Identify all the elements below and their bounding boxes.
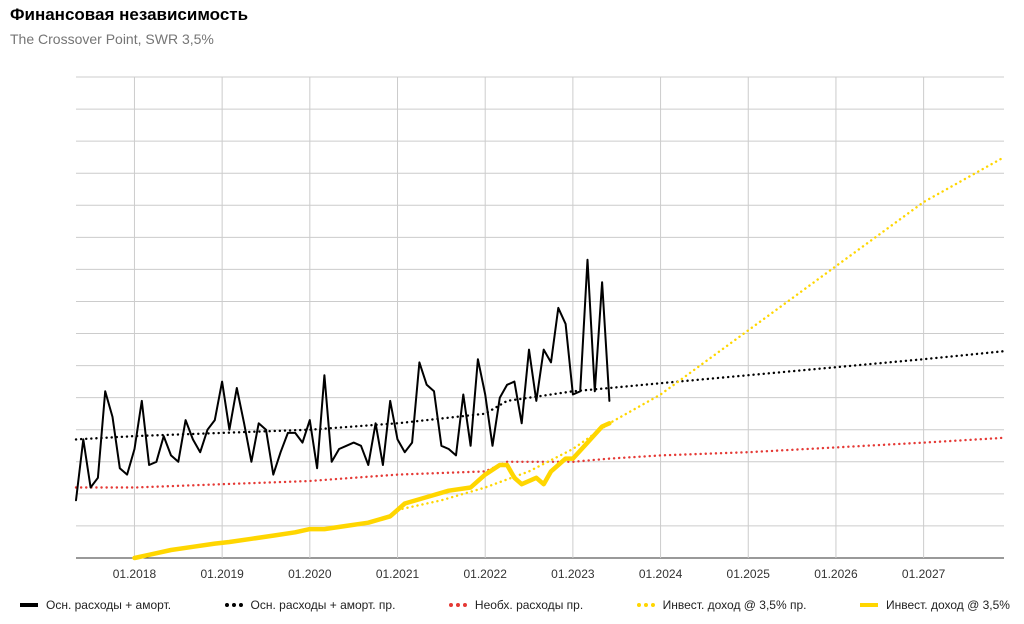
x-tick-label: 01.2024 xyxy=(639,567,683,581)
series-line-4 xyxy=(132,421,612,561)
legend-swatch xyxy=(448,603,467,607)
legend-item: Необх. расходы пр. xyxy=(448,598,584,612)
series-line-3 xyxy=(396,155,1006,512)
chart-subtitle: The Crossover Point, SWR 3,5% xyxy=(10,31,214,47)
legend-swatch xyxy=(20,603,38,607)
chart-legend: Осн. расходы + аморт. Осн. расходы + амор… xyxy=(20,598,1010,612)
legend-item: Осн. расходы + аморт. xyxy=(20,598,171,612)
x-tick-label: 01.2023 xyxy=(551,567,595,581)
x-tick-label: 01.2022 xyxy=(464,567,508,581)
legend-label: Инвест. доход @ 3,5% пр. xyxy=(662,598,807,612)
x-tick-label: 01.2020 xyxy=(288,567,332,581)
legend-swatch xyxy=(859,603,878,607)
legend-swatch xyxy=(636,603,655,607)
x-tick-label: 01.2019 xyxy=(200,567,244,581)
chart-title: Финансовая независимость xyxy=(10,5,249,24)
x-tick-label: 01.2025 xyxy=(727,567,771,581)
x-tick-label: 01.2026 xyxy=(814,567,858,581)
x-tick-label: 01.2027 xyxy=(902,567,946,581)
legend-item: Осн. расходы + аморт. пр. xyxy=(224,598,396,612)
legend-label: Осн. расходы + аморт. пр. xyxy=(250,598,396,612)
x-tick-label: 01.2018 xyxy=(113,567,157,581)
legend-label: Осн. расходы + аморт. xyxy=(46,598,172,612)
series-line-0 xyxy=(75,258,611,502)
legend-item: Инвест. доход @ 3,5% пр. xyxy=(636,598,807,612)
legend-swatch xyxy=(224,603,243,607)
legend-label: Необх. расходы пр. xyxy=(474,598,584,612)
series-line-1 xyxy=(74,350,1006,441)
legend-label: Инвест. доход @ 3,5% xyxy=(885,598,1010,612)
x-tick-label: 01.2021 xyxy=(376,567,420,581)
legend-item: Инвест. доход @ 3,5% xyxy=(859,598,1010,612)
